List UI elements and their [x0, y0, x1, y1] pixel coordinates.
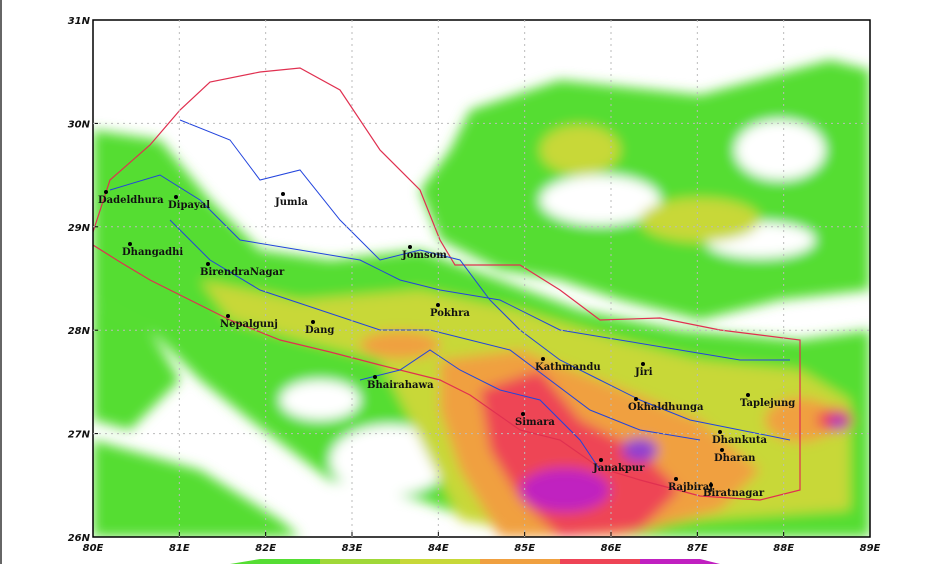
city-dot	[128, 242, 132, 246]
city-label: Dharan	[714, 453, 756, 464]
city-label: Bhairahawa	[367, 380, 434, 391]
rain-area	[540, 125, 620, 175]
city-label: Dang	[305, 325, 334, 336]
district-line	[169, 219, 701, 441]
district-line	[109, 174, 790, 361]
city-dot	[174, 195, 178, 199]
x-tick-label: 83E	[342, 543, 363, 554]
city-dot	[311, 320, 315, 324]
rain-area	[520, 468, 610, 512]
city-label: BirendraNagar	[200, 267, 285, 278]
colorbar	[230, 559, 720, 564]
dry-area	[735, 120, 825, 180]
city-label: Nepalgunj	[220, 319, 278, 330]
city-label: Simara	[515, 417, 555, 428]
city-dot	[373, 375, 377, 379]
city-dot	[709, 483, 713, 487]
x-tick-label: 89E	[860, 543, 881, 554]
city-dot	[521, 412, 525, 416]
y-tick-label: 28N	[68, 326, 91, 337]
x-tick-label: 86E	[601, 543, 622, 554]
city-dot	[408, 245, 412, 249]
city-dot	[206, 262, 210, 266]
y-tick-label: 27N	[68, 430, 91, 441]
city-dot	[599, 458, 603, 462]
city-dot	[746, 393, 750, 397]
dry-area	[330, 425, 450, 495]
rain-area	[830, 416, 846, 428]
city-label: Dadeldhura	[98, 195, 164, 206]
country-border	[93, 67, 801, 501]
rainfall-field	[93, 60, 870, 537]
city-label: Taplejung	[740, 398, 795, 409]
city-dot	[226, 314, 230, 318]
city-label: Dipayal	[168, 200, 210, 211]
city-dot	[720, 448, 724, 452]
x-tick-label: 80E	[83, 543, 104, 554]
city-dot	[718, 430, 722, 434]
city-label: Dhangadhi	[122, 247, 183, 258]
city-dot	[436, 303, 440, 307]
city-label: Dhankuta	[712, 435, 768, 446]
dry-area	[540, 175, 660, 225]
city-dot	[541, 357, 545, 361]
x-tick-label: 88E	[773, 543, 794, 554]
colorbar-cell	[400, 559, 480, 564]
city-label: Okhaldhunga	[628, 402, 704, 413]
city-label: Biratnagar	[703, 488, 765, 499]
cities: Dadeldhura Dipayal Jumla Dhangadhi BirendraN…	[98, 190, 795, 499]
city-dot	[634, 397, 638, 401]
city-label: Jumla	[274, 197, 308, 208]
city-dot	[104, 190, 108, 194]
x-tick-label: 82E	[255, 543, 276, 554]
city-dot	[281, 192, 285, 196]
city-label: Rajbiraj	[668, 482, 713, 493]
colorbar-cell	[480, 559, 560, 564]
y-tick-label: 29N	[68, 223, 91, 234]
rain-area	[640, 198, 760, 242]
city-dot	[641, 362, 645, 366]
x-tick-label: 81E	[169, 543, 190, 554]
x-ticks: 80E 81E 82E 83E 84E 85E 86E 87E 88E 89E	[83, 20, 881, 554]
y-ticks: 31N 30N 29N 28N 27N 26N	[68, 16, 870, 544]
city-label: Jiri	[634, 367, 653, 378]
x-tick-label: 85E	[514, 543, 535, 554]
rain-area	[93, 300, 180, 430]
colorbar-cell	[560, 559, 640, 564]
rain-area	[360, 331, 440, 359]
colorbar-cell	[230, 559, 320, 564]
city-label: Kathmandu	[535, 362, 601, 373]
city-dot	[674, 477, 678, 481]
colorbar-cell	[640, 559, 720, 564]
y-tick-label: 26N	[68, 533, 91, 544]
x-tick-label: 84E	[428, 543, 449, 554]
city-label: Pokhra	[430, 308, 470, 319]
city-label: Jomsom	[401, 250, 447, 261]
district-line	[179, 119, 791, 441]
colorbar-cell	[320, 559, 400, 564]
y-tick-label: 30N	[68, 119, 91, 130]
dry-area	[280, 380, 360, 420]
y-tick-label: 31N	[68, 16, 91, 27]
rain-area	[93, 440, 300, 537]
city-label: Janakpur	[592, 463, 645, 474]
plot-frame	[92, 19, 871, 538]
x-tick-label: 87E	[687, 543, 708, 554]
rain-area	[622, 438, 658, 462]
